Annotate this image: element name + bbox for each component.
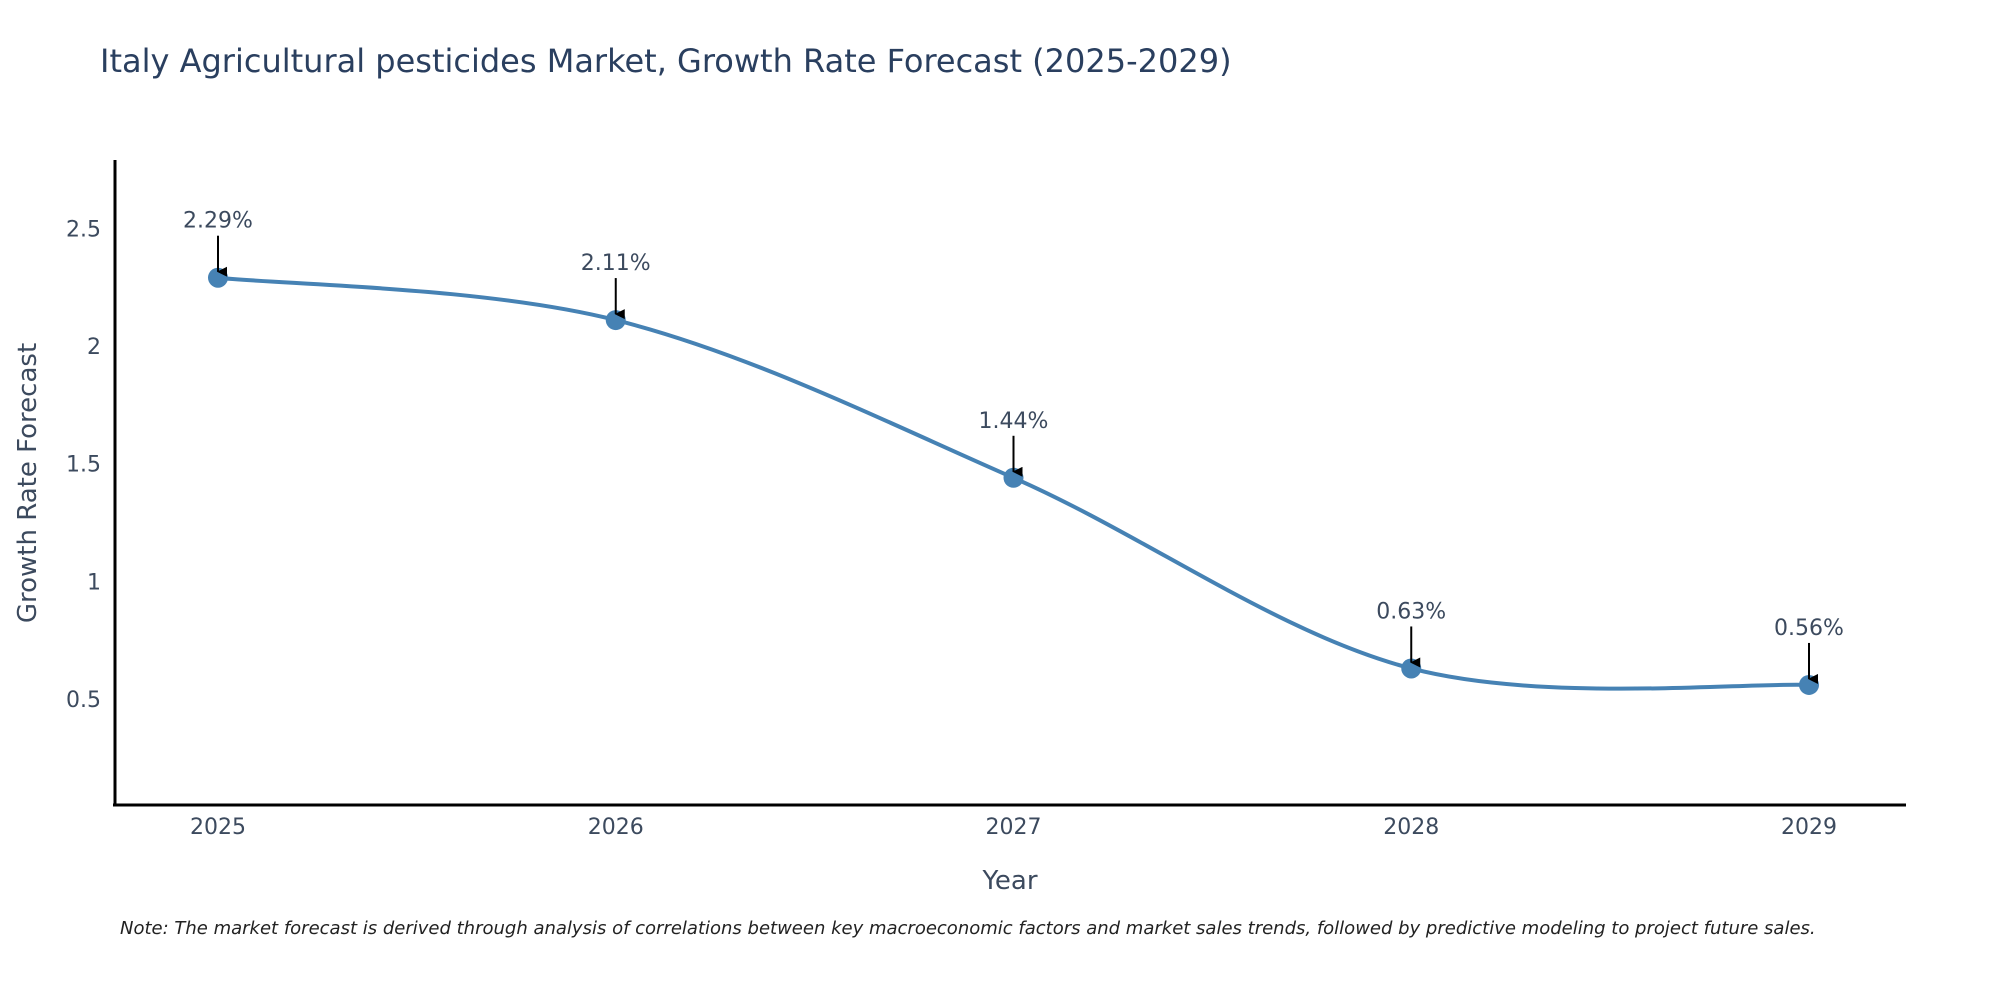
y-tick-label: 0.5 (66, 688, 101, 713)
y-ticks: 0.5 1 1.5 2 2.5 (66, 217, 101, 713)
y-tick-label: 2 (87, 335, 101, 360)
data-points (208, 267, 1819, 695)
y-tick-label: 2.5 (66, 217, 101, 242)
x-axis-title: Year (981, 866, 1037, 896)
data-label: 2.11% (581, 251, 651, 276)
x-ticks: 2025 2026 2027 2028 2029 (190, 815, 1837, 840)
y-axis-title: Growth Rate Forecast (13, 343, 43, 623)
x-tick-label: 2029 (1781, 815, 1837, 840)
x-tick-label: 2028 (1383, 815, 1439, 840)
data-annotations: 2.29% 2.11% 1.44% 0.63% 0.56% (183, 209, 1844, 684)
data-label: 1.44% (979, 409, 1049, 434)
data-label: 0.63% (1376, 599, 1446, 624)
data-label: 2.29% (183, 209, 253, 234)
x-tick-label: 2027 (986, 815, 1042, 840)
x-tick-label: 2026 (588, 815, 644, 840)
y-tick-label: 1.5 (66, 453, 101, 478)
x-tick-label: 2025 (190, 815, 246, 840)
y-tick-label: 1 (87, 570, 101, 595)
chart-note: Note: The market forecast is derived thr… (120, 918, 1816, 939)
chart-title: Italy Agricultural pesticides Market, Gr… (100, 42, 1232, 80)
data-label: 0.56% (1774, 616, 1844, 641)
